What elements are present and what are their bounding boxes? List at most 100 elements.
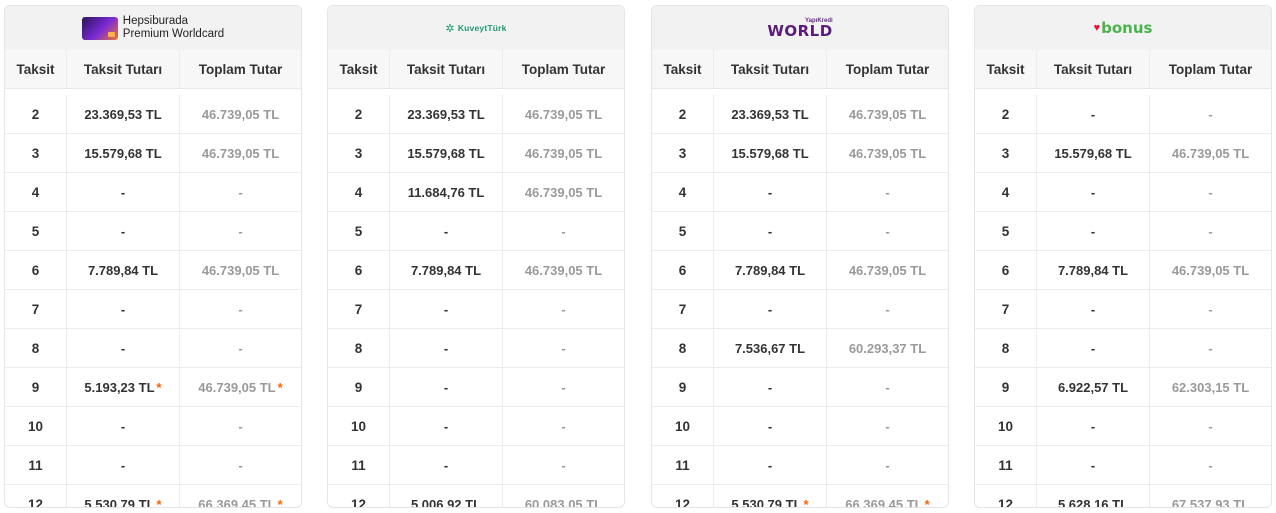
total-amount: - [238, 418, 243, 434]
installment-amount: - [120, 301, 126, 317]
table-row: 10 - - [5, 407, 301, 446]
installment-amount: 5.628,16 TL [1057, 496, 1129, 508]
total-amount: 46.739,05 TL [201, 106, 280, 122]
table-row: 7 - - [652, 290, 948, 329]
asterisk-note-mark: * [156, 379, 162, 395]
total-amount: - [1208, 223, 1213, 239]
total-amount-cell: - [827, 290, 948, 328]
header-toplam-tutar: Toplam Tutar [198, 61, 283, 77]
card-header: YapıKredi WORLD [652, 6, 948, 50]
logo-line-1: YapıKredi [804, 17, 833, 24]
installment-count: 7 [652, 290, 714, 328]
card-hepsiburada-premium-worldcard: Hepsiburada Premium Worldcard Taksit Tak… [4, 5, 302, 508]
installment-amount: - [443, 379, 449, 395]
installment-count: 2 [5, 95, 67, 133]
installment-count: 9 [328, 368, 390, 406]
total-amount: - [1208, 457, 1213, 473]
total-amount: 66.369,45 TL [845, 496, 923, 508]
total-amount-cell: 46.739,05 TL [180, 95, 301, 133]
total-amount-cell: - [827, 446, 948, 484]
table-row: 2 - - [975, 95, 1271, 134]
table-row: 5 - - [5, 212, 301, 251]
total-amount: 46.739,05 TL [198, 379, 276, 395]
kuveytturk-leaf-icon: ✲ [445, 22, 455, 35]
table-row: 3 15.579,68 TL 46.739,05 TL [328, 134, 624, 173]
asterisk-note-mark: * [277, 379, 283, 395]
total-amount-cell: 46.739,05 TL [180, 251, 301, 289]
total-amount-cell: - [827, 368, 948, 406]
installment-amount-cell: - [67, 290, 180, 328]
header-taksit-tutari: Taksit Tutarı [1037, 50, 1150, 88]
table-row: 11 - - [5, 446, 301, 485]
installment-amount-cell: 11.684,76 TL [390, 173, 503, 211]
asterisk-note-mark: * [924, 496, 930, 508]
table-row: 9 - - [328, 368, 624, 407]
total-amount: 67.537,93 TL [1171, 496, 1250, 508]
installment-count: 3 [5, 134, 67, 172]
total-amount: 46.739,05 TL [524, 106, 603, 122]
installment-amount-cell: - [390, 212, 503, 250]
header-toplam-tutar: Toplam Tutar [521, 61, 606, 77]
installment-count: 10 [5, 407, 67, 445]
logo-line-2: Premium Worldcard [122, 28, 225, 40]
column-headers: Taksit Taksit Tutarı Toplam Tutar [328, 50, 624, 89]
installment-amount-cell: - [67, 407, 180, 445]
installment-count: 5 [328, 212, 390, 250]
total-amount-cell: 46.739,05 TL [827, 95, 948, 133]
total-amount-cell: - [180, 407, 301, 445]
installment-amount-cell: 7.789,84 TL [714, 251, 827, 289]
installment-amount: 7.789,84 TL [87, 262, 159, 278]
installment-amount-cell: - [390, 329, 503, 367]
header-taksit-tutari: Taksit Tutarı [390, 50, 503, 88]
installment-count: 8 [652, 329, 714, 367]
total-amount-cell: - [503, 329, 624, 367]
column-headers: Taksit Taksit Tutarı Toplam Tutar [5, 50, 301, 89]
total-amount: 46.739,05 TL [201, 262, 280, 278]
total-amount-cell: - [1150, 407, 1271, 445]
card-header: Hepsiburada Premium Worldcard [5, 6, 301, 50]
world-logo: YapıKredi WORLD [767, 18, 832, 39]
total-amount: 46.739,05 TL [1171, 262, 1250, 278]
installment-amount: - [767, 223, 773, 239]
total-amount-cell: - [503, 446, 624, 484]
installment-count: 2 [652, 95, 714, 133]
logo-text: bonus [1101, 19, 1153, 37]
total-amount-cell: - [827, 212, 948, 250]
installment-count: 5 [5, 212, 67, 250]
table-row: 10 - - [328, 407, 624, 446]
installment-count: 2 [328, 95, 390, 133]
installment-amount-cell: 5.530,79 TL * [67, 485, 180, 507]
installment-count: 12 [328, 485, 390, 507]
installment-amount: - [443, 340, 449, 356]
table-row: 8 7.536,67 TL 60.293,37 TL [652, 329, 948, 368]
installment-amount-cell: 15.579,68 TL [67, 134, 180, 172]
installment-amount-cell: 6.922,57 TL [1037, 368, 1150, 406]
installment-amount: - [1090, 106, 1096, 122]
total-amount-cell: 46.739,05 TL [503, 251, 624, 289]
total-amount-cell: 46.739,05 TL * [180, 368, 301, 406]
installment-count: 4 [328, 173, 390, 211]
asterisk-note-mark: * [277, 496, 283, 508]
installment-count: 9 [652, 368, 714, 406]
installment-amount-cell: - [714, 173, 827, 211]
installment-amount-cell: 23.369,53 TL [390, 95, 503, 133]
installment-count: 4 [652, 173, 714, 211]
installment-amount: 11.684,76 TL [407, 184, 485, 200]
installment-amount: - [1090, 223, 1096, 239]
total-amount: 46.739,05 TL [848, 106, 927, 122]
total-amount: - [238, 340, 243, 356]
total-amount-cell: - [1150, 329, 1271, 367]
installment-count: 4 [5, 173, 67, 211]
installment-rows: 2 - - 3 15.579,68 TL 46.739,05 TL 4 - - 5 - - 6 7.789… [975, 89, 1271, 508]
installment-count: 11 [652, 446, 714, 484]
installment-amount: 15.579,68 TL [407, 145, 485, 161]
installment-amount: - [120, 184, 126, 200]
installment-count: 10 [328, 407, 390, 445]
header-taksit: Taksit [975, 50, 1037, 88]
installment-amount-cell: 7.536,67 TL [714, 329, 827, 367]
installment-amount-cell: 5.628,16 TL [1037, 485, 1150, 508]
total-amount-cell: - [1150, 95, 1271, 133]
installment-amount-cell: - [714, 368, 827, 406]
total-amount: - [885, 223, 890, 239]
installment-amount: - [1090, 457, 1096, 473]
